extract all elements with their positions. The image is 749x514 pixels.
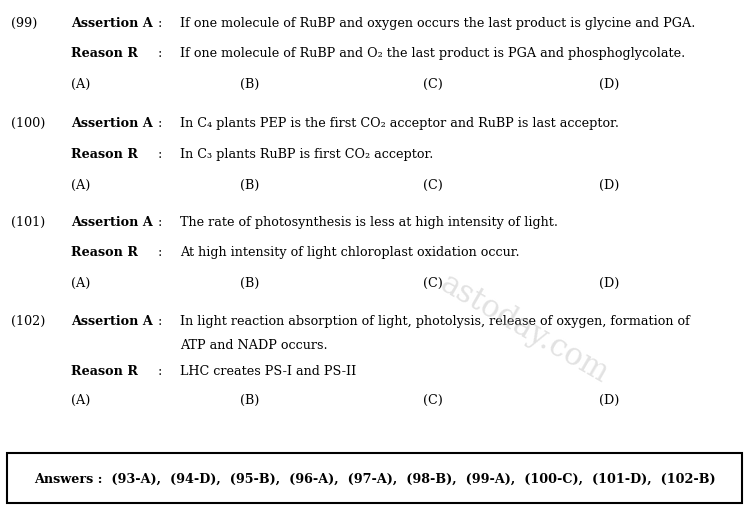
Text: (B): (B) bbox=[240, 78, 259, 91]
Text: If one molecule of RuBP and oxygen occurs the last product is glycine and PGA.: If one molecule of RuBP and oxygen occur… bbox=[180, 16, 695, 30]
Text: (102): (102) bbox=[11, 315, 46, 328]
Text: :: : bbox=[157, 16, 162, 30]
Text: (D): (D) bbox=[599, 394, 619, 408]
Text: (D): (D) bbox=[599, 277, 619, 290]
Text: :: : bbox=[157, 364, 162, 378]
Text: Reason R: Reason R bbox=[71, 246, 138, 260]
Text: LHC creates PS-I and PS-II: LHC creates PS-I and PS-II bbox=[180, 364, 356, 378]
Text: In light reaction absorption of light, photolysis, release of oxygen, formation : In light reaction absorption of light, p… bbox=[180, 315, 690, 328]
Text: Assertion A: Assertion A bbox=[71, 315, 153, 328]
Text: Assertion A: Assertion A bbox=[71, 215, 153, 229]
Text: Assertion A: Assertion A bbox=[71, 117, 153, 130]
Text: (A): (A) bbox=[71, 394, 91, 408]
Bar bbox=[7, 453, 742, 503]
Text: :: : bbox=[157, 215, 162, 229]
Text: (C): (C) bbox=[423, 78, 443, 91]
Text: Reason R: Reason R bbox=[71, 47, 138, 61]
Text: (C): (C) bbox=[423, 394, 443, 408]
Text: :: : bbox=[157, 315, 162, 328]
Text: The rate of photosynthesis is less at high intensity of light.: The rate of photosynthesis is less at hi… bbox=[180, 215, 558, 229]
Text: (A): (A) bbox=[71, 277, 91, 290]
Text: (C): (C) bbox=[423, 277, 443, 290]
Text: :: : bbox=[157, 148, 162, 161]
Text: (D): (D) bbox=[599, 178, 619, 192]
Text: In C₃ plants RuBP is first CO₂ acceptor.: In C₃ plants RuBP is first CO₂ acceptor. bbox=[180, 148, 433, 161]
Text: (B): (B) bbox=[240, 394, 259, 408]
Text: :: : bbox=[157, 47, 162, 61]
Text: ATP and NADP occurs.: ATP and NADP occurs. bbox=[180, 339, 327, 352]
Text: (100): (100) bbox=[11, 117, 46, 130]
Text: (A): (A) bbox=[71, 178, 91, 192]
Text: astoday.com: astoday.com bbox=[434, 268, 614, 390]
Text: (B): (B) bbox=[240, 277, 259, 290]
Text: (99): (99) bbox=[11, 16, 37, 30]
Text: Reason R: Reason R bbox=[71, 364, 138, 378]
Text: (A): (A) bbox=[71, 78, 91, 91]
Text: If one molecule of RuBP and O₂ the last product is PGA and phosphoglycolate.: If one molecule of RuBP and O₂ the last … bbox=[180, 47, 685, 61]
Text: (B): (B) bbox=[240, 178, 259, 192]
Text: Answers :  (93-A),  (94-D),  (95-B),  (96-A),  (97-A),  (98-B),  (99-A),  (100-C: Answers : (93-A), (94-D), (95-B), (96-A)… bbox=[34, 472, 715, 486]
Text: (101): (101) bbox=[11, 215, 46, 229]
Text: (D): (D) bbox=[599, 78, 619, 91]
Text: At high intensity of light chloroplast oxidation occur.: At high intensity of light chloroplast o… bbox=[180, 246, 519, 260]
Text: (C): (C) bbox=[423, 178, 443, 192]
Text: :: : bbox=[157, 117, 162, 130]
Text: :: : bbox=[157, 246, 162, 260]
Text: Reason R: Reason R bbox=[71, 148, 138, 161]
Text: In C₄ plants PEP is the first CO₂ acceptor and RuBP is last acceptor.: In C₄ plants PEP is the first CO₂ accept… bbox=[180, 117, 619, 130]
Text: Assertion A: Assertion A bbox=[71, 16, 153, 30]
